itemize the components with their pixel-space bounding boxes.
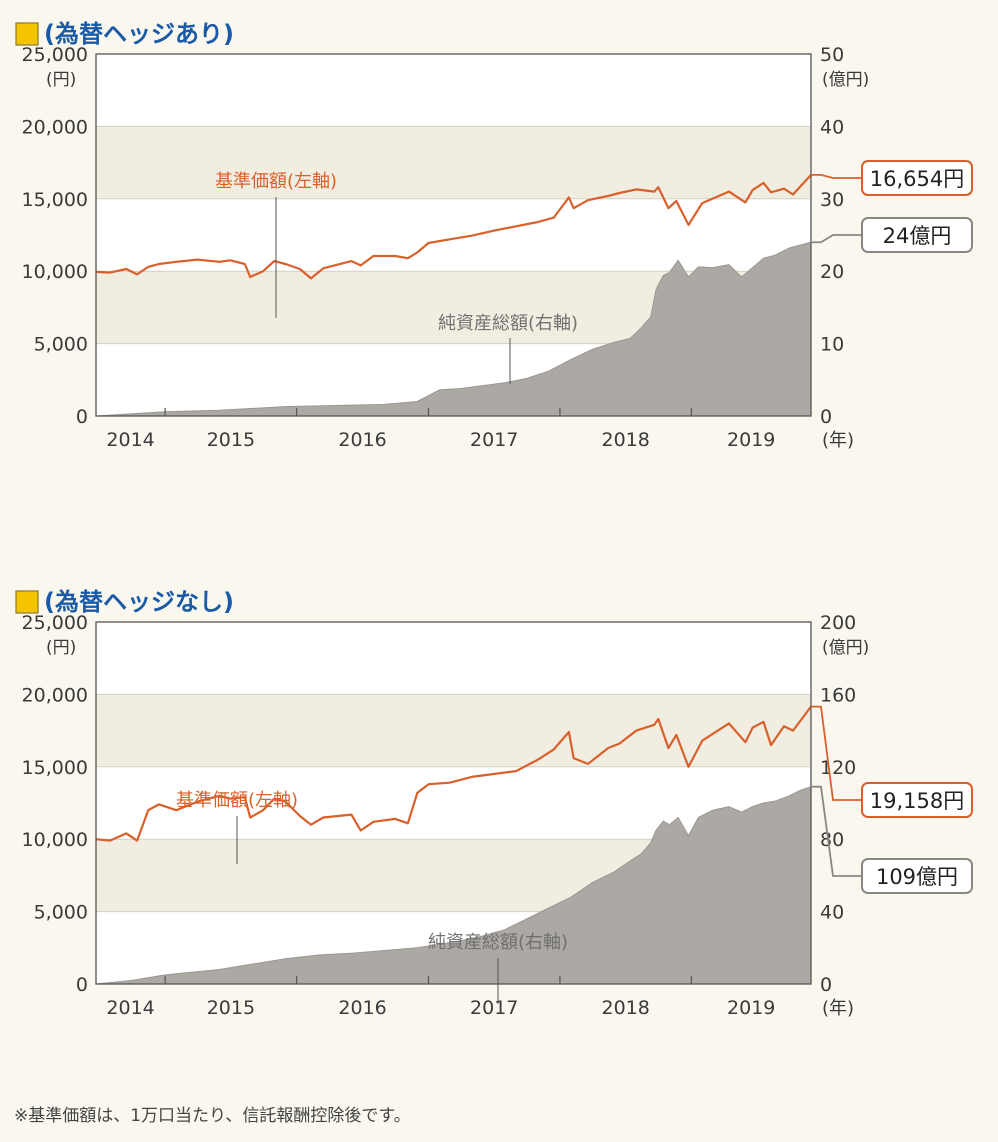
left-axis-unit: (円) [46, 638, 76, 658]
chart-title: (為替ヘッジあり) [44, 20, 234, 48]
right-tick-label: 200 [820, 612, 856, 634]
nav-end-value: 16,654円 [870, 167, 964, 191]
left-tick-label: 0 [76, 974, 88, 996]
x-tick-label: 2014 [106, 429, 154, 451]
x-tick-label: 2016 [338, 429, 386, 451]
left-tick-label: 0 [76, 406, 88, 428]
left-tick-label: 20,000 [22, 116, 88, 138]
title-marker-icon [15, 22, 39, 46]
aum-area-series [95, 786, 812, 985]
right-tick-label: 40 [820, 116, 844, 138]
left-tick-label: 10,000 [22, 829, 88, 851]
aum-end-value: 109億円 [876, 865, 958, 889]
aum-callout-leader [811, 234, 862, 244]
left-tick-label: 25,000 [22, 612, 88, 634]
nav-callout-box [861, 160, 973, 196]
aum-callout-box [861, 217, 973, 253]
nav-callout-leader [811, 705, 862, 801]
nav-series-label: 基準価額(左軸) [215, 171, 337, 192]
chart-hedged: (為替ヘッジあり)(円)期間:2014/6/23〜2019/11/29(億円)0… [15, 20, 973, 451]
x-tick-label: 2018 [601, 997, 649, 1019]
right-tick-label: 10 [820, 334, 844, 356]
aum-series-label: 純資産総額(右軸) [438, 313, 578, 334]
nav-line-series [95, 174, 812, 280]
grid-band [96, 126, 811, 199]
left-axis-unit: (円) [46, 70, 76, 90]
left-tick-label: 25,000 [22, 44, 88, 66]
x-tick-label: 2018 [601, 429, 649, 451]
x-tick-label: 2019 [727, 429, 775, 451]
chart-unhedged: (為替ヘッジなし)(円)期間:2014/6/23〜2019/11/29(億円)0… [15, 588, 973, 1019]
right-axis-unit: (億円) [822, 638, 869, 658]
title-marker-icon [15, 590, 39, 614]
plot-frame [95, 53, 812, 417]
left-tick-label: 15,000 [22, 757, 88, 779]
x-tick-label: 2017 [470, 997, 518, 1019]
right-tick-label: 30 [820, 189, 844, 211]
left-tick-label: 15,000 [22, 189, 88, 211]
left-tick-label: 10,000 [22, 261, 88, 283]
x-tick-label: 2014 [106, 997, 154, 1019]
left-tick-label: 5,000 [34, 334, 88, 356]
nav-series-label: 基準価額(左軸) [176, 790, 298, 811]
x-tick-label: 2015 [207, 429, 255, 451]
aum-end-value: 24億円 [883, 224, 952, 248]
aum-area-series [95, 241, 812, 417]
aum-series-label: 純資産総額(右軸) [428, 932, 568, 953]
grid-band [96, 694, 811, 767]
right-tick-label: 80 [820, 829, 844, 851]
nav-end-value: 19,158円 [870, 789, 964, 813]
x-tick-label: 2017 [470, 429, 518, 451]
x-axis-unit: (年) [822, 998, 854, 1019]
nav-callout-leader [811, 173, 862, 179]
chart-title: (為替ヘッジなし) [44, 588, 234, 616]
x-tick-label: 2015 [207, 997, 255, 1019]
x-tick-label: 2016 [338, 997, 386, 1019]
right-tick-label: 120 [820, 757, 856, 779]
plot-frame [95, 621, 812, 985]
right-tick-label: 0 [820, 974, 832, 996]
nav-callout-box [861, 782, 973, 818]
right-axis-unit: (億円) [822, 70, 869, 90]
right-tick-label: 40 [820, 902, 844, 924]
aum-callout-leader [811, 785, 862, 877]
aum-callout-box [861, 858, 973, 894]
right-tick-label: 0 [820, 406, 832, 428]
x-axis-unit: (年) [822, 430, 854, 451]
right-tick-label: 20 [820, 261, 844, 283]
nav-line-series [95, 705, 812, 842]
left-tick-label: 20,000 [22, 684, 88, 706]
right-tick-label: 50 [820, 44, 844, 66]
left-tick-label: 5,000 [34, 902, 88, 924]
right-tick-label: 160 [820, 684, 856, 706]
footnote: ※基準価額は、1万口当たり、信託報酬控除後です。 [14, 1106, 411, 1126]
x-tick-label: 2019 [727, 997, 775, 1019]
